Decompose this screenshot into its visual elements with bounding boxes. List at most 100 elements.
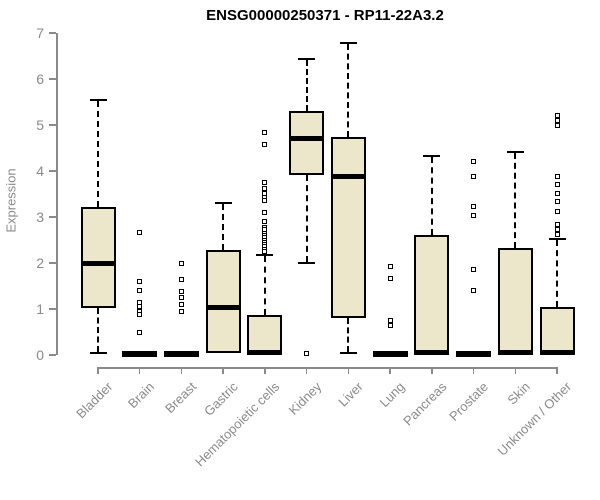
outlier-unknown-other (554, 117, 560, 123)
lower-whisker-bladder (97, 308, 99, 352)
median-unknown-other (539, 350, 575, 356)
outlier-prostate (471, 204, 477, 210)
upper-whisker-cap-bladder (89, 98, 107, 101)
upper-whisker-cap-skin (506, 151, 524, 154)
upper-whisker-cap-liver (339, 42, 357, 45)
x-category-label-liver: Liver (335, 379, 366, 410)
outlier-brain (137, 288, 143, 294)
upper-whisker-cap-hematopoietic-cells (256, 254, 274, 257)
box-bladder (80, 206, 116, 309)
outlier-breast (178, 260, 184, 266)
x-axis-tick (180, 367, 183, 374)
y-axis-tick (49, 308, 56, 310)
median-gastric (205, 304, 241, 310)
outlier-prostate (471, 159, 477, 165)
outlier-unknown-other (554, 222, 560, 228)
y-axis-tick (49, 124, 56, 126)
x-axis-tick (389, 367, 391, 374)
y-tick-label: 1 (36, 301, 44, 317)
x-category-label-kidney: Kidney (285, 379, 325, 418)
x-axis-tick (97, 367, 99, 374)
y-axis-tick (49, 354, 56, 356)
x-axis-tick (264, 367, 266, 374)
x-category-label-gastric: Gastric (201, 379, 241, 419)
upper-whisker-liver (347, 44, 350, 137)
x-axis-tick (431, 367, 433, 374)
lower-whisker-kidney (305, 175, 308, 262)
outlier-unknown-other (554, 122, 560, 128)
outlier-unknown-other (554, 232, 560, 238)
outlier-unknown-other (554, 182, 560, 188)
upper-whisker-hematopoietic-cells (263, 256, 266, 315)
outlier-breast (178, 308, 184, 314)
box-hematopoietic-cells (247, 314, 283, 355)
chart-title: ENSG00000250371 - RP11-22A3.2 (206, 7, 444, 24)
box-brain (122, 351, 158, 358)
lower-whisker-cap-bladder (89, 351, 107, 354)
median-hematopoietic-cells (247, 350, 283, 356)
x-category-label-skin: Skin (504, 379, 533, 408)
y-axis-tick (49, 170, 56, 172)
box-unknown-other (539, 307, 575, 355)
y-axis-tick (49, 32, 56, 34)
outlier-unknown-other (554, 208, 560, 214)
outlier-brain (137, 229, 143, 235)
outlier-unknown-other (554, 227, 560, 233)
outlier-breast (178, 301, 184, 307)
outlier-lung (387, 263, 393, 269)
upper-whisker-cap-pancreas (423, 154, 441, 157)
x-category-label-prostate: Prostate (446, 379, 492, 424)
y-tick-label: 6 (36, 71, 44, 87)
x-axis-tick (305, 367, 308, 374)
lower-whisker-cap-liver (339, 352, 357, 355)
outlier-breast (178, 295, 184, 300)
outlier-hematopoietic-cells (262, 130, 268, 136)
y-tick-label: 3 (36, 209, 44, 225)
y-axis-line (56, 33, 58, 355)
x-category-label-lung: Lung (376, 379, 408, 411)
box-pancreas (414, 235, 450, 355)
outlier-brain (137, 299, 143, 305)
upper-whisker-cap-unknown-other (548, 238, 566, 241)
outlier-hematopoietic-cells (262, 218, 268, 224)
y-tick-label: 5 (36, 117, 44, 133)
x-axis-line (97, 367, 558, 369)
outlier-brain (137, 312, 143, 318)
outlier-unknown-other (554, 190, 560, 196)
outlier-hematopoietic-cells (262, 179, 268, 185)
box-liver (330, 136, 366, 319)
median-liver (330, 174, 366, 180)
y-axis-tick (49, 78, 56, 80)
box-prostate (456, 351, 492, 358)
outlier-hematopoietic-cells (262, 210, 268, 216)
x-axis-tick (472, 367, 475, 374)
upper-whisker-unknown-other (556, 240, 558, 308)
outlier-brain (137, 278, 143, 284)
outlier-brain (137, 329, 143, 335)
outlier-hematopoietic-cells (262, 185, 268, 191)
upper-whisker-cap-gastric (214, 202, 232, 205)
x-category-label-breast: Breast (161, 379, 200, 417)
outlier-unknown-other (554, 199, 560, 205)
upper-whisker-skin (514, 153, 517, 248)
x-category-label-bladder: Bladder (73, 379, 116, 422)
y-axis-tick (49, 262, 56, 264)
outlier-breast (178, 276, 184, 282)
upper-whisker-kidney (305, 60, 308, 112)
box-skin (497, 247, 533, 355)
y-tick-label: 7 (36, 25, 44, 41)
x-axis-tick (138, 367, 141, 374)
outlier-prostate (471, 267, 477, 273)
y-axis-tick (49, 216, 56, 218)
box-gastric (205, 250, 241, 354)
x-axis-tick (514, 367, 517, 374)
outlier-unknown-other (554, 113, 560, 119)
outlier-unknown-other (554, 173, 560, 179)
outlier-prostate (471, 287, 477, 293)
median-kidney (289, 136, 325, 142)
x-axis-tick (222, 367, 224, 374)
x-category-label-unknown-other: Unknown / Other (495, 379, 575, 459)
outlier-prostate (471, 174, 477, 180)
outlier-lung (387, 322, 393, 328)
